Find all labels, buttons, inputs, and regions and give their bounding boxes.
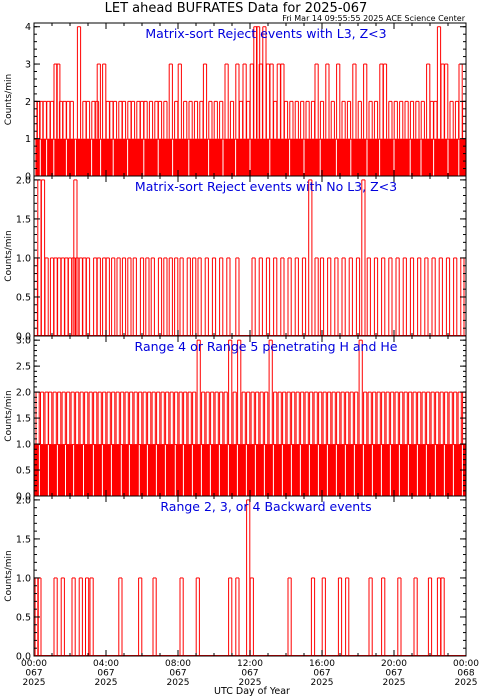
y-tick-label: 0.0 bbox=[16, 492, 31, 503]
y-axis-label: Counts/min bbox=[4, 390, 14, 441]
baseline-fill bbox=[34, 444, 466, 496]
figure-title: LET ahead BUFRATES Data for 2025-067 bbox=[105, 1, 368, 16]
x-tick-label-time: 16:00 bbox=[309, 659, 335, 669]
timestamp-text: Fri Mar 14 09:55:55 2025 ACE Science Cen… bbox=[282, 14, 466, 23]
x-tick-label-doy: 067 bbox=[241, 669, 258, 679]
panel-title: Matrix-sort Reject events with L3, Z<3 bbox=[145, 26, 386, 41]
x-axis-label: UTC Day of Year bbox=[214, 686, 290, 697]
y-tick-label: 0.5 bbox=[16, 466, 31, 477]
panel-title: Range 4 or Range 5 penetrating H and He bbox=[135, 339, 398, 354]
y-tick-label: 2.0 bbox=[16, 388, 31, 399]
panel-3: 0.0 0.5 1.0 1.5 2.0 2.5 3.0 Counts/min Range 4 o… bbox=[4, 335, 467, 503]
x-tick-label-time: 08:00 bbox=[165, 659, 191, 669]
x-tick-label-year: 2025 bbox=[383, 678, 406, 688]
y-tick-label: 1.0 bbox=[16, 440, 31, 451]
x-tick-label-time: 12:00 bbox=[237, 659, 263, 669]
y-axis-label: Counts/min bbox=[4, 74, 14, 125]
x-tick-label-year: 2025 bbox=[167, 678, 190, 688]
y-tick-label: 2 bbox=[25, 97, 31, 108]
x-tick-label-year: 2025 bbox=[311, 678, 334, 688]
x-tick-label-doy: 067 bbox=[385, 669, 402, 679]
y-tick-label: 1.5 bbox=[16, 534, 31, 545]
x-tick-label-year: 2025 bbox=[455, 678, 478, 688]
y-tick-label: 4 bbox=[25, 22, 31, 33]
y-tick-label: 0.0 bbox=[16, 652, 31, 663]
y-tick-label: 3 bbox=[25, 60, 31, 71]
y-tick-label: 1.5 bbox=[16, 414, 31, 425]
panel-title: Range 2, 3, or 4 Backward events bbox=[160, 499, 371, 514]
y-tick-label: 2.0 bbox=[16, 175, 31, 186]
panel-4: 0.0 0.5 1.0 1.5 2.0 Counts/min Range 2, 3, or … bbox=[4, 495, 479, 688]
y-tick-label: 0.0 bbox=[16, 332, 31, 343]
y-tick-label: 3.0 bbox=[16, 336, 31, 347]
x-tick-label-year: 2025 bbox=[95, 678, 118, 688]
x-tick-label-time: 20:00 bbox=[381, 659, 407, 669]
y-axis-label: Counts/min bbox=[4, 230, 14, 281]
x-tick-label-doy: 067 bbox=[169, 669, 186, 679]
panel-title: Matrix-sort Reject events with No L3, Z<… bbox=[135, 179, 397, 194]
x-tick-label-doy: 068 bbox=[457, 669, 474, 679]
x-tick-label-doy: 067 bbox=[313, 669, 330, 679]
x-tick-label-time: 00:00 bbox=[453, 659, 479, 669]
y-tick-label: 1.0 bbox=[16, 253, 31, 264]
y-tick-label: 1.0 bbox=[16, 573, 31, 584]
y-tick-label: 0 bbox=[25, 172, 31, 183]
x-tick-label-doy: 067 bbox=[97, 669, 114, 679]
y-tick-label: 0.5 bbox=[16, 612, 31, 623]
x-tick-label-time: 04:00 bbox=[93, 659, 119, 669]
x-tick-label-year: 2025 bbox=[23, 678, 46, 688]
y-tick-label: 1 bbox=[25, 134, 31, 145]
y-tick-label: 2.5 bbox=[16, 362, 31, 373]
x-tick-label-time: 00:00 bbox=[21, 659, 47, 669]
y-axis-label: Counts/min bbox=[4, 550, 14, 601]
y-tick-label: 1.5 bbox=[16, 214, 31, 225]
y-tick-label: 2.0 bbox=[16, 495, 31, 506]
y-tick-label: 0.5 bbox=[16, 292, 31, 303]
panel-1: 0 1 2 3 4 Counts/min Matrix-sort Reject events… bbox=[4, 22, 467, 183]
axes-frame bbox=[33, 175, 467, 337]
x-tick-label-year: 2025 bbox=[239, 678, 262, 688]
x-tick-label-doy: 067 bbox=[25, 669, 42, 679]
panel-2: 0.0 0.5 1.0 1.5 2.0 Counts/min Matrix-sort Rej… bbox=[4, 175, 467, 343]
